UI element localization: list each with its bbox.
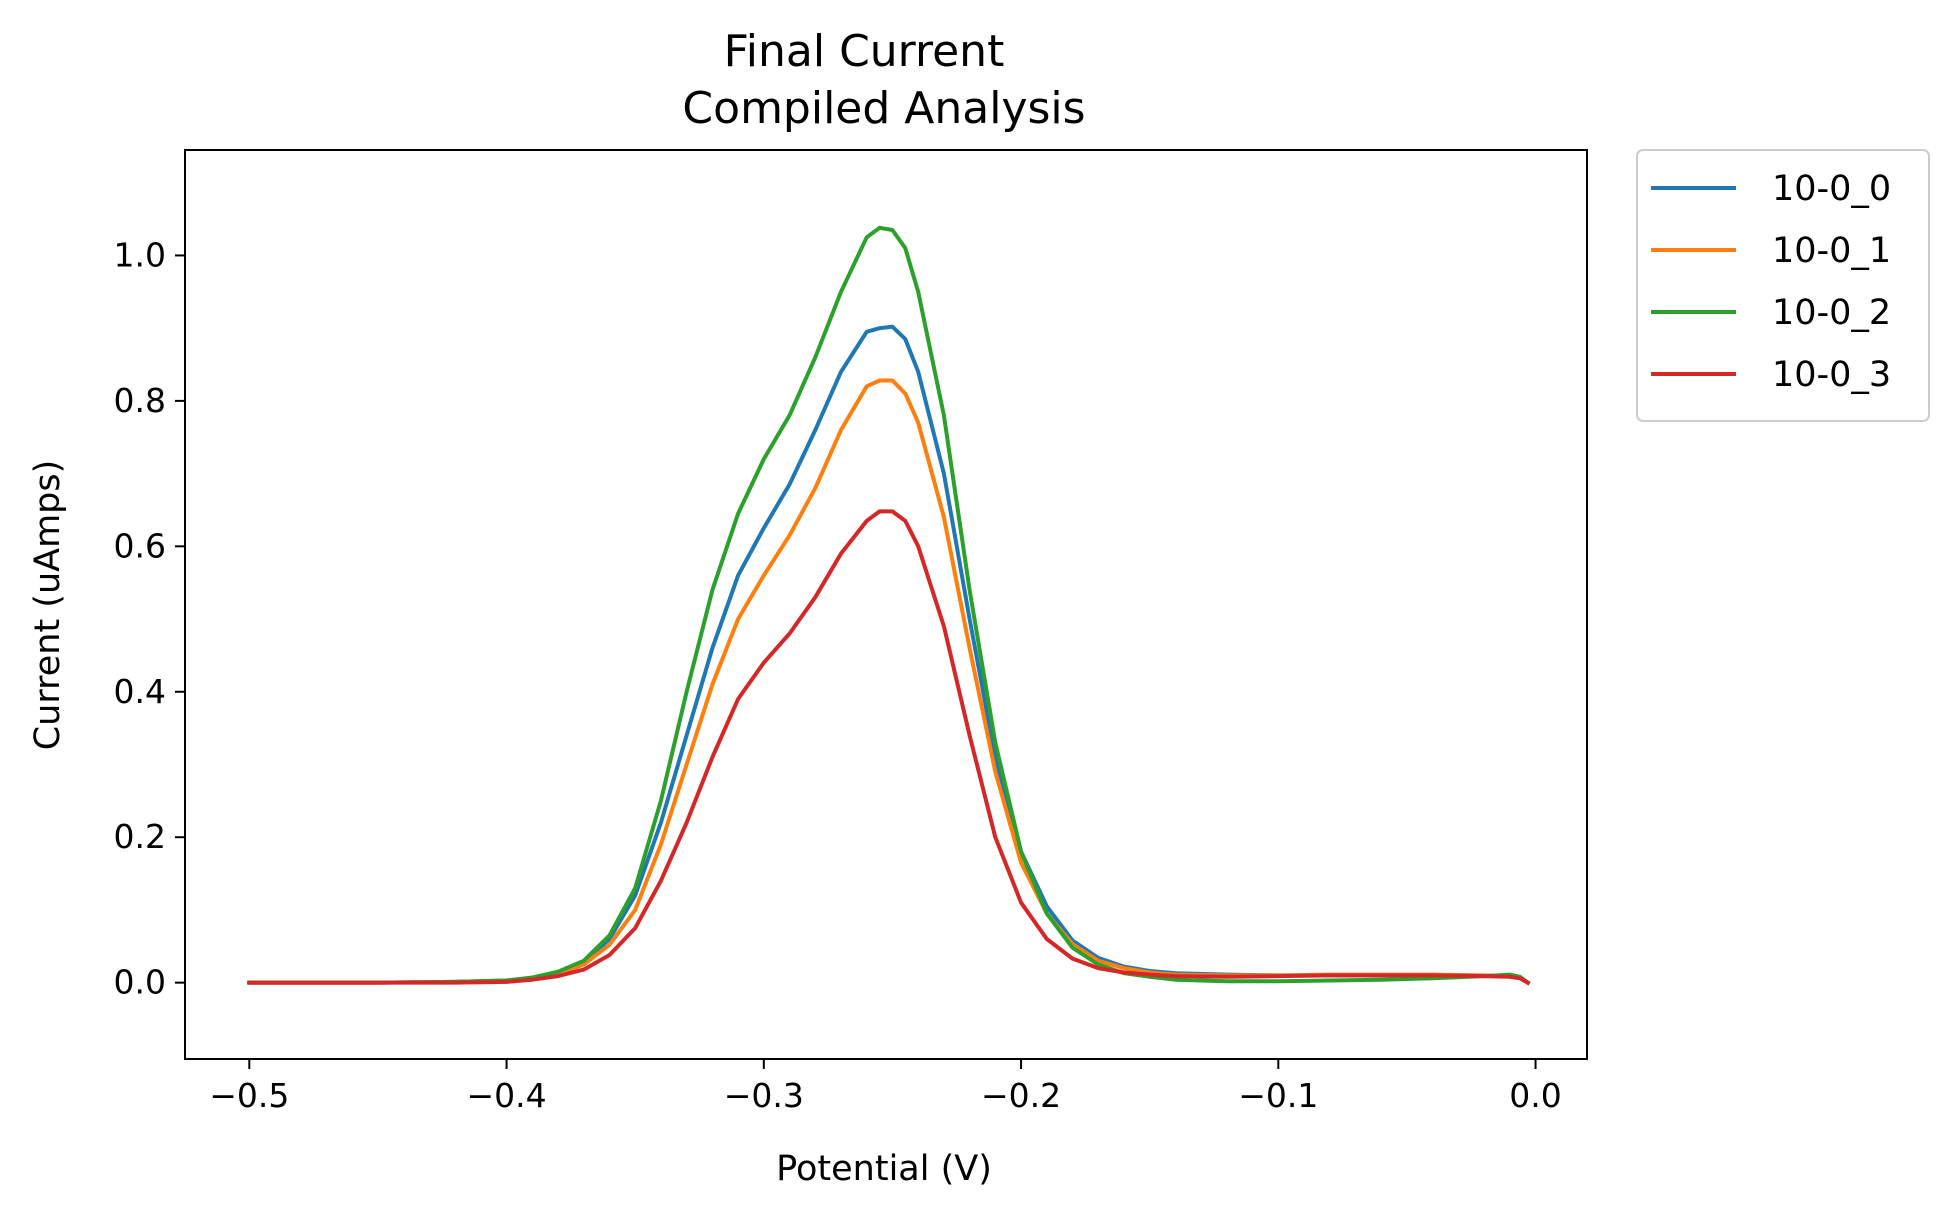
series-line-2 (247, 225, 1531, 986)
x-axis: −0.5 −0.4 −0.3 −0.2 −0.1 0.0 (209, 1059, 1562, 1115)
y-tick-label: 0.2 (114, 817, 166, 856)
chart-title-line2: Compiled Analysis (682, 83, 1085, 134)
x-tick-label: −0.1 (1238, 1076, 1318, 1115)
legend-box (1636, 149, 1930, 422)
plot-frame (184, 149, 1588, 1060)
y-axis-label: Current (uAmps) (28, 460, 68, 751)
x-tick-label: −0.5 (209, 1076, 289, 1115)
y-tick-label: 0.4 (114, 672, 166, 711)
legend: 10-0_0 10-0_1 10-0_2 10-0_3 (1636, 149, 1930, 422)
y-tick-label: 0.0 (114, 963, 166, 1002)
chart-title-line1: Final Current (724, 26, 1005, 77)
y-tick-label: 1.0 (114, 235, 166, 274)
plot-area (184, 149, 1588, 1060)
series-line-3 (247, 509, 1531, 986)
legend-label-2: 10-0_2 (1772, 293, 1891, 333)
x-tick-label: 0.0 (1509, 1076, 1561, 1115)
legend-label-0: 10-0_0 (1772, 169, 1891, 209)
x-tick-label: −0.3 (724, 1076, 804, 1115)
legend-label-1: 10-0_1 (1772, 231, 1891, 271)
legend-label-3: 10-0_3 (1772, 355, 1891, 395)
x-axis-label: Potential (V) (776, 1149, 992, 1189)
y-axis: 0.0 0.2 0.4 0.6 0.8 1.0 (114, 235, 185, 1002)
y-tick-label: 0.8 (114, 381, 166, 420)
x-tick-label: −0.2 (981, 1076, 1061, 1115)
series-line-0 (247, 324, 1531, 986)
x-tick-label: −0.4 (466, 1076, 546, 1115)
y-tick-label: 0.6 (114, 526, 166, 565)
series-line-1 (247, 378, 1531, 986)
